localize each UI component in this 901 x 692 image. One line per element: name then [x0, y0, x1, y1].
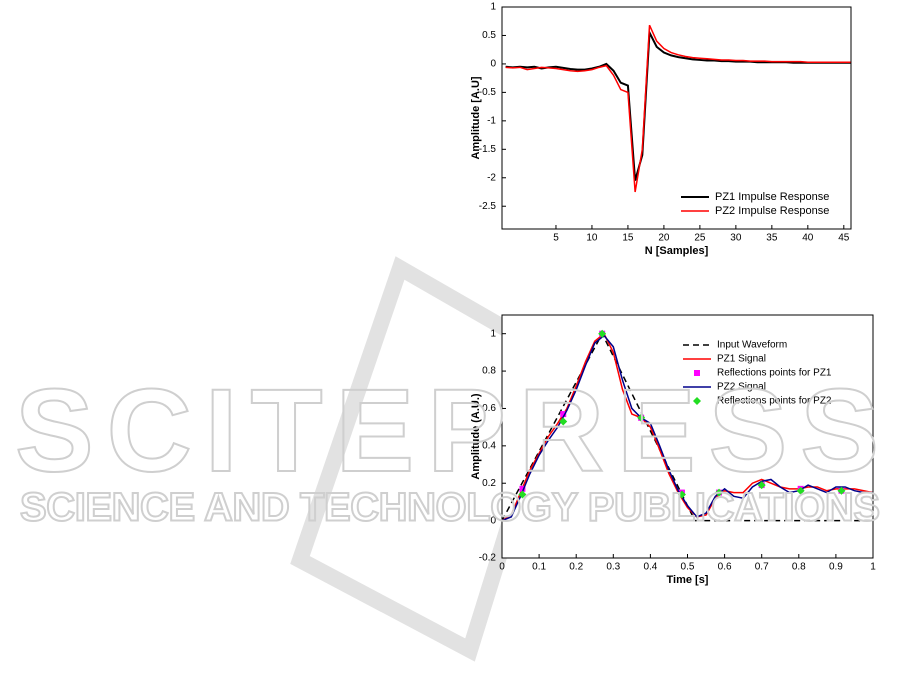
watermark-title: SCITEPRESS [15, 365, 885, 497]
reflection-point [677, 490, 686, 499]
x-tick-label: 0.3 [606, 562, 620, 573]
plot-area [502, 7, 851, 229]
y-tick-label: 1 [490, 328, 496, 339]
x-tick-label: 0.6 [718, 562, 732, 573]
y-tick-label: 0 [490, 515, 496, 526]
x-axis-label: Time [s] [667, 574, 709, 586]
legend-label: Reflections points for PZ1 [717, 368, 832, 379]
y-tick-label: 0.6 [482, 403, 496, 414]
x-tick-label: 40 [802, 233, 814, 244]
x-tick-label: 5 [553, 233, 559, 244]
series-line [505, 28, 851, 181]
x-tick-label: 0.7 [755, 562, 769, 573]
x-tick-label: 0.4 [643, 562, 657, 573]
x-tick-label: 0.9 [829, 562, 843, 573]
reflection-point [837, 486, 846, 495]
x-tick-label: 25 [694, 233, 706, 244]
reflection-point [598, 329, 607, 338]
y-tick-label: -1 [487, 115, 496, 126]
axes-frame [501, 314, 874, 559]
legend-label: PZ2 Impulse Response [715, 205, 829, 217]
y-tick-label: 1 [490, 2, 496, 13]
legend-marker [693, 397, 701, 405]
x-tick-label: 45 [838, 233, 850, 244]
reflection-point [637, 413, 646, 422]
series-line [505, 24, 851, 193]
y-tick-label: 0.8 [482, 366, 496, 377]
x-tick-label: 15 [622, 233, 634, 244]
legend-label: PZ1 Signal [717, 354, 766, 365]
reflection-point [757, 481, 766, 490]
reflection-point [560, 411, 567, 418]
x-tick-label: 1 [870, 562, 876, 573]
plot-area [502, 315, 873, 558]
reflection-point [715, 488, 724, 497]
x-tick-label: 10 [586, 233, 598, 244]
y-tick-label: -2.5 [479, 201, 497, 212]
reflection-point [559, 417, 568, 426]
chart: 5 10 15 20 25 30 35 40 45 -2.5 -2 -1.5 -1 -0.5 0 0.5 1 N … [470, 2, 852, 257]
x-axis-label: N [Samples] [645, 245, 709, 257]
x-tick-label: 20 [658, 233, 670, 244]
x-tick-label: 35 [766, 233, 778, 244]
reflection-point [518, 490, 527, 499]
y-axis-label: Amplitude (A.U.) [470, 393, 482, 479]
reflection-point [519, 485, 526, 492]
watermark-subtitle: SCIENCE AND TECHNOLOGY PUBLICATIONS [20, 486, 880, 530]
chart: 0 0.1 0.2 0.3 0.4 0.5 0.6 0.7 0.8 0.9 1-0.200.20.4… [470, 314, 876, 586]
y-tick-label: 0.4 [482, 440, 496, 451]
y-axis-label: Amplitude [A.U] [470, 76, 482, 159]
axes-frame [501, 6, 852, 230]
y-tick-label: -0.5 [479, 87, 497, 98]
y-tick-label: -2 [487, 172, 496, 183]
y-tick-label: -0.2 [479, 553, 497, 564]
legend-label: Input Waveform [717, 340, 787, 351]
x-tick-label: 0.8 [792, 562, 806, 573]
x-tick-label: 0.2 [569, 562, 583, 573]
y-tick-label: 0.5 [482, 30, 496, 41]
reflection-point [796, 486, 805, 495]
y-tick-label: 0.2 [482, 478, 496, 489]
x-tick-label: 0.5 [681, 562, 695, 573]
legend-label: PZ1 Impulse Response [715, 191, 829, 203]
series-line [502, 334, 873, 522]
x-tick-label: 0 [499, 562, 505, 573]
legend-marker [694, 370, 700, 376]
legend-label: Reflections points for PZ2 [717, 396, 832, 407]
x-tick-label: 30 [730, 233, 742, 244]
y-tick-label: 0 [490, 59, 496, 70]
x-tick-label: 0.1 [532, 562, 546, 573]
y-tick-label: -1.5 [479, 144, 497, 155]
legend-label: PZ2 Signal [717, 382, 766, 393]
